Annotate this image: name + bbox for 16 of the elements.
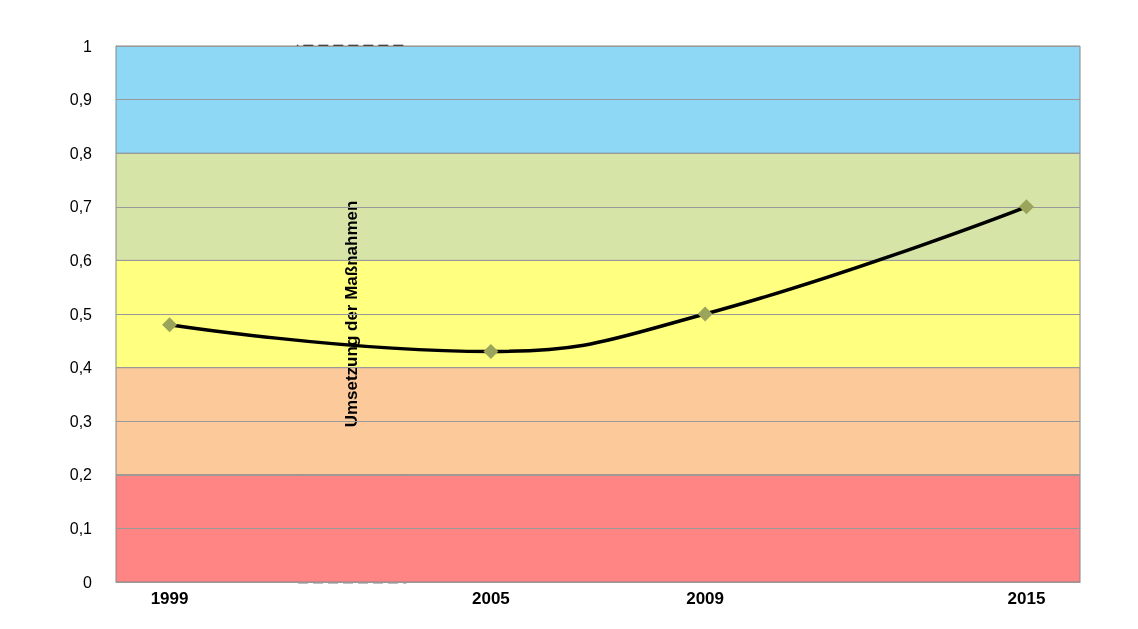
y-tick-label: 0,4 <box>69 359 93 377</box>
y-tick-label: 0,5 <box>69 305 93 323</box>
y-tick-label: 1 <box>83 37 93 55</box>
y-tick-label: 0,3 <box>69 412 93 430</box>
y-tick-label: 0 <box>83 573 93 591</box>
y-tick-label: 0,6 <box>69 251 93 269</box>
y-tick-label: 0,2 <box>69 466 93 484</box>
x-tick-label: 2005 <box>471 589 510 608</box>
band-label: Umsetzung der Maßnahmen <box>342 200 362 428</box>
y-tick-label: 0,9 <box>69 91 93 109</box>
y-tick-label: 0,1 <box>69 519 93 537</box>
y-tick-label: 0,8 <box>69 144 93 162</box>
y-tick-label: 0,7 <box>69 198 93 216</box>
x-tick-label: 2009 <box>686 589 725 608</box>
x-tick-label: 2015 <box>1007 589 1046 608</box>
x-tick-label: 1999 <box>150 589 189 608</box>
